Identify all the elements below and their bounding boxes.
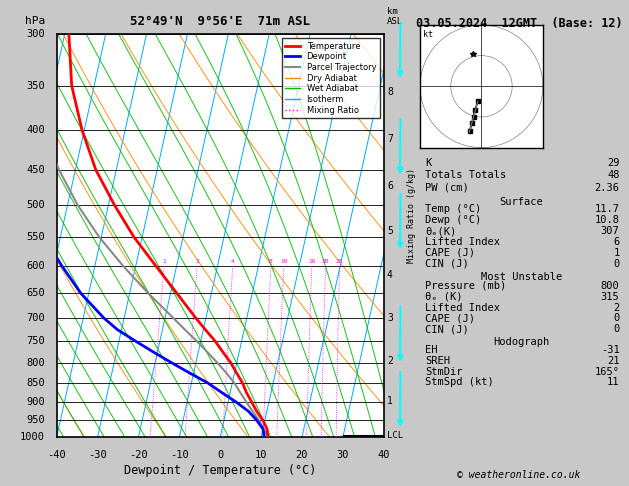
Text: Dewpoint / Temperature (°C): Dewpoint / Temperature (°C) <box>124 464 316 477</box>
Text: Temp (°C): Temp (°C) <box>425 204 481 214</box>
Text: 10: 10 <box>255 450 267 459</box>
Text: 03.05.2024  12GMT  (Base: 12): 03.05.2024 12GMT (Base: 12) <box>416 17 622 30</box>
Text: 52°49'N  9°56'E  71m ASL: 52°49'N 9°56'E 71m ASL <box>130 15 310 28</box>
Text: 3: 3 <box>387 313 393 323</box>
Text: CAPE (J): CAPE (J) <box>425 248 475 258</box>
Text: 900: 900 <box>26 397 45 407</box>
Text: 5: 5 <box>387 226 393 236</box>
Text: 40: 40 <box>377 450 390 459</box>
Text: -20: -20 <box>129 450 148 459</box>
Text: PW (cm): PW (cm) <box>425 183 469 193</box>
Text: 1: 1 <box>613 248 620 258</box>
Text: SREH: SREH <box>425 356 450 366</box>
Text: hPa: hPa <box>25 16 45 26</box>
Text: -31: -31 <box>601 346 620 355</box>
Text: 25: 25 <box>336 259 343 264</box>
Text: 950: 950 <box>26 415 45 425</box>
Text: 11.7: 11.7 <box>594 204 620 214</box>
Text: 315: 315 <box>601 292 620 302</box>
Text: θₑ (K): θₑ (K) <box>425 292 462 302</box>
Text: CIN (J): CIN (J) <box>425 259 469 269</box>
Text: 450: 450 <box>26 165 45 175</box>
Text: Most Unstable: Most Unstable <box>481 272 562 282</box>
Text: 4: 4 <box>231 259 235 264</box>
Text: Totals Totals: Totals Totals <box>425 171 506 180</box>
Text: km
ASL: km ASL <box>387 6 403 26</box>
Text: Lifted Index: Lifted Index <box>425 302 500 312</box>
Text: Hodograph: Hodograph <box>493 337 549 347</box>
Text: 550: 550 <box>26 232 45 242</box>
Text: 600: 600 <box>26 261 45 271</box>
Text: 650: 650 <box>26 288 45 298</box>
Text: 48: 48 <box>607 171 620 180</box>
Text: 850: 850 <box>26 378 45 388</box>
Text: EH: EH <box>425 346 437 355</box>
Text: 0: 0 <box>613 313 620 323</box>
Text: 20: 20 <box>296 450 308 459</box>
Text: 8: 8 <box>269 259 273 264</box>
Text: 1: 1 <box>162 259 166 264</box>
Text: 307: 307 <box>601 226 620 236</box>
Text: 800: 800 <box>601 281 620 291</box>
Text: K: K <box>425 158 431 168</box>
Text: 500: 500 <box>26 200 45 210</box>
Text: 350: 350 <box>26 81 45 91</box>
Text: kt: kt <box>423 30 433 39</box>
Text: 11: 11 <box>607 377 620 387</box>
Text: 2: 2 <box>387 356 393 365</box>
Text: 800: 800 <box>26 358 45 367</box>
Legend: Temperature, Dewpoint, Parcel Trajectory, Dry Adiabat, Wet Adiabat, Isotherm, Mi: Temperature, Dewpoint, Parcel Trajectory… <box>282 38 379 118</box>
Text: 10: 10 <box>280 259 287 264</box>
Text: -10: -10 <box>170 450 189 459</box>
Text: Lifted Index: Lifted Index <box>425 237 500 247</box>
Text: 1: 1 <box>387 396 393 406</box>
Text: 750: 750 <box>26 336 45 346</box>
Text: 16: 16 <box>308 259 316 264</box>
Text: Pressure (mb): Pressure (mb) <box>425 281 506 291</box>
Text: 0: 0 <box>613 324 620 334</box>
Text: 2: 2 <box>195 259 199 264</box>
Text: -40: -40 <box>47 450 66 459</box>
Text: -30: -30 <box>88 450 107 459</box>
Text: 7: 7 <box>387 134 393 144</box>
Text: CAPE (J): CAPE (J) <box>425 313 475 323</box>
Text: 29: 29 <box>607 158 620 168</box>
Text: 0: 0 <box>217 450 223 459</box>
Text: 2.36: 2.36 <box>594 183 620 193</box>
Text: 8: 8 <box>387 87 393 97</box>
Text: CIN (J): CIN (J) <box>425 324 469 334</box>
Text: 10.8: 10.8 <box>594 215 620 225</box>
Text: 300: 300 <box>26 29 45 39</box>
Text: Mixing Ratio (g/kg): Mixing Ratio (g/kg) <box>407 168 416 263</box>
Text: 165°: 165° <box>594 366 620 377</box>
Text: LCL: LCL <box>387 431 403 440</box>
Text: 6: 6 <box>387 181 393 191</box>
Text: Surface: Surface <box>499 197 543 207</box>
Text: StmSpd (kt): StmSpd (kt) <box>425 377 494 387</box>
Text: 1000: 1000 <box>20 433 45 442</box>
Text: 30: 30 <box>337 450 349 459</box>
Text: 6: 6 <box>613 237 620 247</box>
Text: StmDir: StmDir <box>425 366 462 377</box>
Text: 4: 4 <box>387 270 393 280</box>
Text: 20: 20 <box>322 259 330 264</box>
Text: 400: 400 <box>26 125 45 136</box>
Text: 2: 2 <box>613 302 620 312</box>
Text: θₑ(K): θₑ(K) <box>425 226 456 236</box>
Text: © weatheronline.co.uk: © weatheronline.co.uk <box>457 470 581 480</box>
Text: Dewp (°C): Dewp (°C) <box>425 215 481 225</box>
Text: 21: 21 <box>607 356 620 366</box>
Text: 700: 700 <box>26 313 45 323</box>
Text: 0: 0 <box>613 259 620 269</box>
